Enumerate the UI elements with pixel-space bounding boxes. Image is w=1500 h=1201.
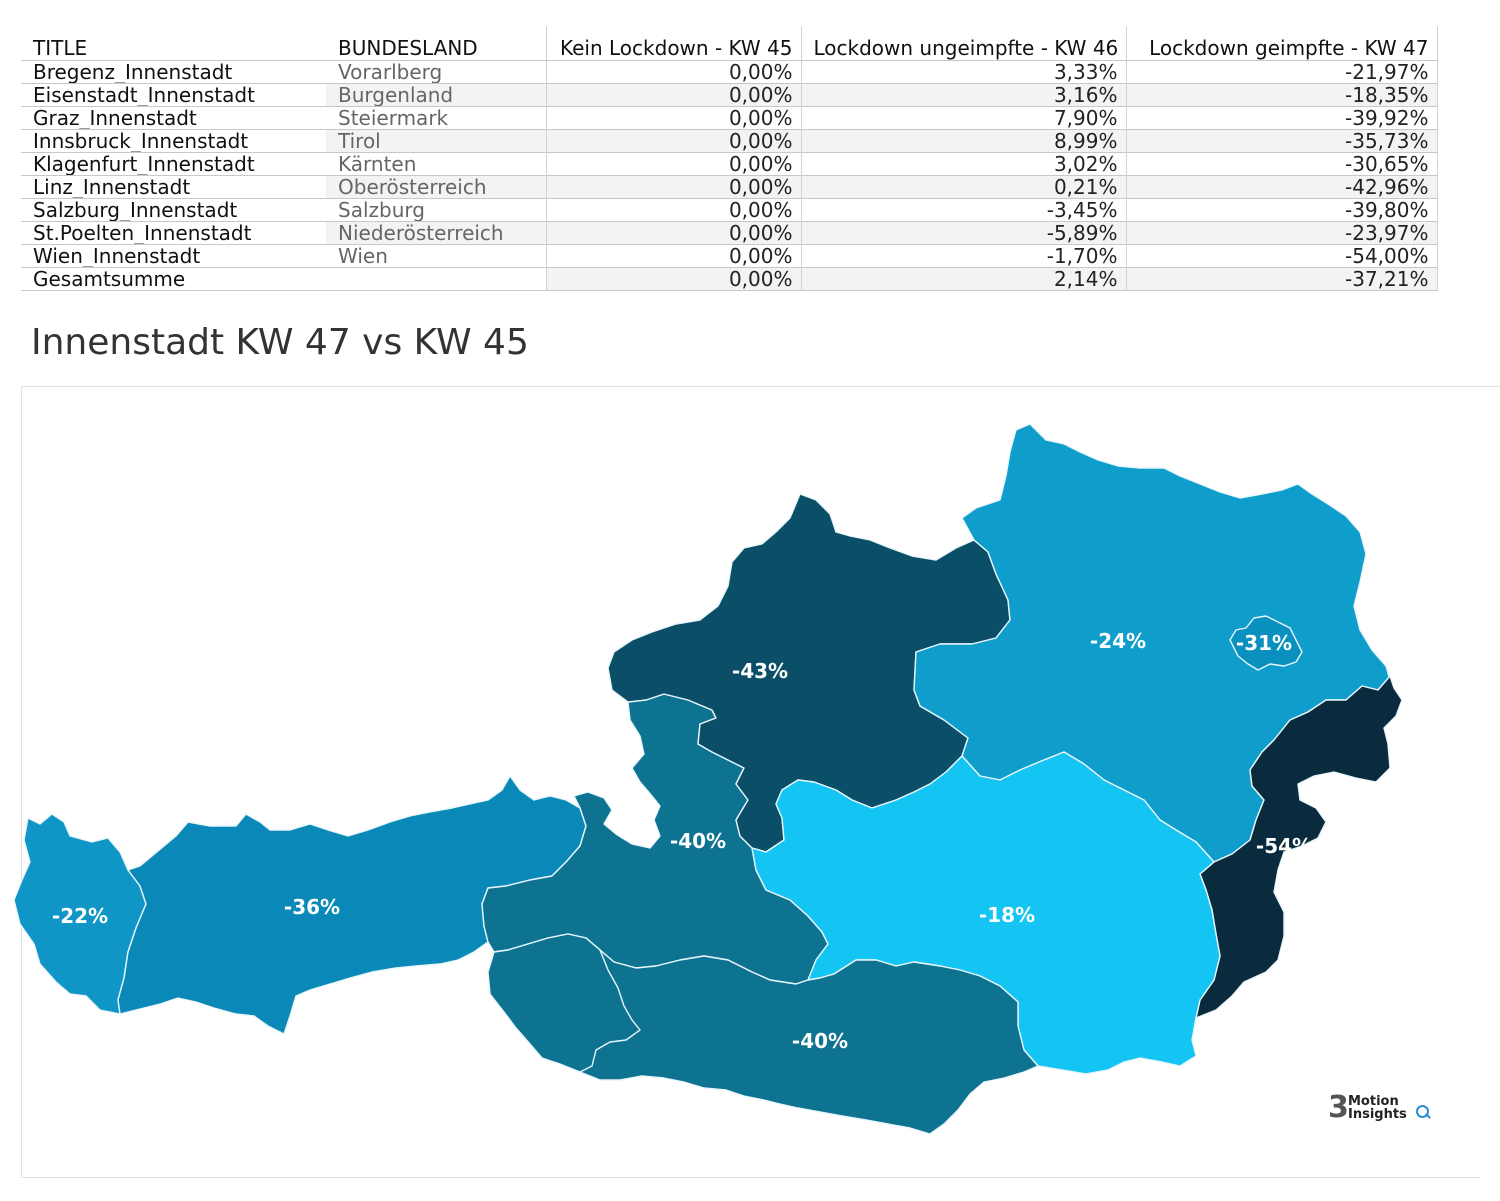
table-row: Klagenfurt_Innenstadt Kärnten 0,00% 3,02… bbox=[21, 152, 1438, 176]
table-row: St.Poelten_Innenstadt Niederösterreich 0… bbox=[21, 221, 1438, 245]
row-title: Wien_Innenstadt bbox=[21, 244, 326, 268]
row-title: Innsbruck_Innenstadt bbox=[21, 129, 326, 153]
row-bundesland: Steiermark bbox=[326, 106, 546, 130]
header-kw47[interactable]: Lockdown geimpfte - KW 47 bbox=[1125, 26, 1438, 61]
region-salzburg-label: -40% bbox=[670, 829, 726, 853]
row-kw47: -39,92% bbox=[1125, 106, 1438, 130]
row-kw46: 0,21% bbox=[800, 175, 1126, 199]
total-bundesland bbox=[326, 267, 546, 291]
row-kw45: 0,00% bbox=[545, 106, 801, 130]
total-kw47: -37,21% bbox=[1125, 267, 1438, 291]
row-kw46: -1,70% bbox=[800, 244, 1126, 268]
table-header-row: TITLE BUNDESLAND Kein Lockdown - KW 45 L… bbox=[21, 26, 1438, 61]
region-wien-label: -31% bbox=[1236, 631, 1292, 655]
row-kw47: -18,35% bbox=[1125, 83, 1438, 107]
table-row: Linz_Innenstadt Oberösterreich 0,00% 0,2… bbox=[21, 175, 1438, 199]
total-kw45: 0,00% bbox=[545, 267, 801, 291]
header-bundesland[interactable]: BUNDESLAND bbox=[326, 26, 546, 61]
region-wien-shape[interactable] bbox=[1229, 615, 1303, 671]
row-kw47: -30,65% bbox=[1125, 152, 1438, 176]
row-kw45: 0,00% bbox=[545, 152, 801, 176]
data-table: TITLE BUNDESLAND Kein Lockdown - KW 45 L… bbox=[21, 26, 1438, 291]
region-burgenland-label: -54% bbox=[1256, 834, 1312, 858]
row-bundesland: Wien bbox=[326, 244, 546, 268]
row-kw47: -23,97% bbox=[1125, 221, 1438, 245]
row-kw47: -21,97% bbox=[1125, 60, 1438, 84]
table-row: Salzburg_Innenstadt Salzburg 0,00% -3,45… bbox=[21, 198, 1438, 222]
row-kw45: 0,00% bbox=[545, 198, 801, 222]
logo-digit: 3 bbox=[1328, 1090, 1349, 1125]
row-kw45: 0,00% bbox=[545, 60, 801, 84]
table-row: Eisenstadt_Innenstadt Burgenland 0,00% 3… bbox=[21, 83, 1438, 107]
magnifier-icon bbox=[1416, 1105, 1429, 1118]
region-vorarlberg[interactable]: -22% bbox=[13, 813, 147, 1015]
region-oberoesterreich-label: -43% bbox=[732, 659, 788, 683]
table-row: Bregenz_Innenstadt Vorarlberg 0,00% 3,33… bbox=[21, 60, 1438, 84]
row-kw46: 8,99% bbox=[800, 129, 1126, 153]
table-total-row: Gesamtsumme 0,00% 2,14% -37,21% bbox=[21, 267, 1438, 291]
row-bundesland: Niederösterreich bbox=[326, 221, 546, 245]
row-title: Bregenz_Innenstadt bbox=[21, 60, 326, 84]
row-kw47: -39,80% bbox=[1125, 198, 1438, 222]
row-kw46: 7,90% bbox=[800, 106, 1126, 130]
motion-insights-logo: 3 Motion Insights bbox=[1328, 1093, 1438, 1127]
row-kw46: -3,45% bbox=[800, 198, 1126, 222]
region-vorarlberg-label: -22% bbox=[52, 904, 108, 928]
table-row: Graz_Innenstadt Steiermark 0,00% 7,90% -… bbox=[21, 106, 1438, 130]
lockdown-table: TITLE BUNDESLAND Kein Lockdown - KW 45 L… bbox=[21, 26, 1438, 291]
region-wien[interactable]: -31% bbox=[1229, 615, 1303, 671]
row-kw46: 3,33% bbox=[800, 60, 1126, 84]
total-kw46: 2,14% bbox=[800, 267, 1126, 291]
row-kw47: -42,96% bbox=[1125, 175, 1438, 199]
row-bundesland: Tirol bbox=[326, 129, 546, 153]
row-kw46: 3,16% bbox=[800, 83, 1126, 107]
header-kw46[interactable]: Lockdown ungeimpfte - KW 46 bbox=[800, 26, 1126, 61]
bottom-divider bbox=[21, 1177, 1480, 1178]
row-kw45: 0,00% bbox=[545, 244, 801, 268]
region-kaernten-shape[interactable] bbox=[487, 933, 1039, 1135]
table-row: Wien_Innenstadt Wien 0,00% -1,70% -54,00… bbox=[21, 244, 1438, 268]
map-frame bbox=[21, 386, 1500, 1177]
row-bundesland: Salzburg bbox=[326, 198, 546, 222]
region-steiermark-label: -18% bbox=[979, 903, 1035, 927]
row-kw46: -5,89% bbox=[800, 221, 1126, 245]
header-title[interactable]: TITLE bbox=[21, 26, 326, 61]
row-bundesland: Kärnten bbox=[326, 152, 546, 176]
row-title: Linz_Innenstadt bbox=[21, 175, 326, 199]
region-kaernten-west-shape[interactable] bbox=[487, 933, 641, 1073]
row-kw47: -35,73% bbox=[1125, 129, 1438, 153]
region-burgenland[interactable]: -54% bbox=[1195, 675, 1403, 1019]
row-title: Graz_Innenstadt bbox=[21, 106, 326, 130]
magnifier-handle-icon bbox=[1425, 1113, 1431, 1119]
row-kw47: -54,00% bbox=[1125, 244, 1438, 268]
logo-line-2: Insights bbox=[1348, 1107, 1407, 1122]
total-title: Gesamtsumme bbox=[21, 267, 326, 291]
row-kw45: 0,00% bbox=[545, 221, 801, 245]
row-bundesland: Oberösterreich bbox=[326, 175, 546, 199]
row-bundesland: Burgenland bbox=[326, 83, 546, 107]
region-kaernten[interactable]: -40% bbox=[487, 933, 1039, 1135]
map-title: Innenstadt KW 47 vs KW 45 bbox=[31, 322, 529, 363]
row-title: Eisenstadt_Innenstadt bbox=[21, 83, 326, 107]
region-tirol-label: -36% bbox=[284, 895, 340, 919]
row-title: Salzburg_Innenstadt bbox=[21, 198, 326, 222]
row-bundesland: Vorarlberg bbox=[326, 60, 546, 84]
row-kw45: 0,00% bbox=[545, 175, 801, 199]
region-niederoesterreich-label: -24% bbox=[1090, 629, 1146, 653]
logo-line-1: Motion bbox=[1348, 1094, 1399, 1109]
row-title: Klagenfurt_Innenstadt bbox=[21, 152, 326, 176]
region-burgenland-shape[interactable] bbox=[1195, 675, 1403, 1019]
row-kw46: 3,02% bbox=[800, 152, 1126, 176]
table-row: Innsbruck_Innenstadt Tirol 0,00% 8,99% -… bbox=[21, 129, 1438, 153]
row-title: St.Poelten_Innenstadt bbox=[21, 221, 326, 245]
row-kw45: 0,00% bbox=[545, 83, 801, 107]
region-kaernten-label: -40% bbox=[792, 1029, 848, 1053]
row-kw45: 0,00% bbox=[545, 129, 801, 153]
